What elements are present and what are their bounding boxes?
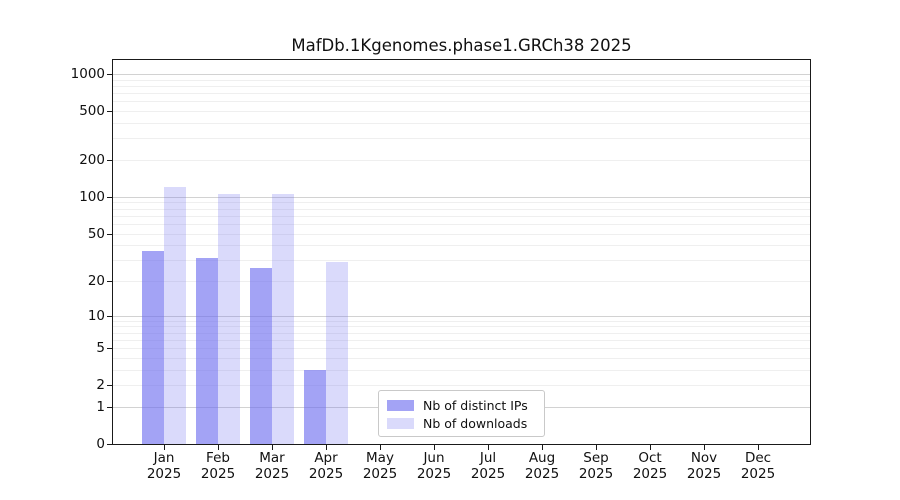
major-gridline	[113, 74, 810, 75]
legend: Nb of distinct IPs Nb of downloads	[378, 390, 545, 437]
x-tick-mark	[704, 445, 705, 450]
x-axis-tick-label: Feb 2025	[200, 450, 236, 482]
y-tick-mark	[107, 406, 112, 408]
major-gridline	[113, 196, 810, 198]
x-axis-tick-label: Sep 2025	[578, 450, 614, 482]
y-axis-tick-label: 500	[79, 103, 105, 120]
minor-gridline	[113, 320, 810, 322]
minor-gridline	[113, 160, 810, 161]
x-tick-mark	[380, 445, 381, 450]
bar-nb-of-distinct-ips-mar	[250, 267, 272, 444]
y-tick-mark	[107, 196, 112, 198]
y-tick-mark	[107, 160, 112, 161]
x-tick-mark	[164, 445, 165, 450]
y-axis-tick-label: 2	[96, 377, 105, 394]
x-tick-mark	[758, 445, 759, 450]
y-axis-tick-label: 20	[87, 273, 105, 289]
y-axis-tick-label: 100	[79, 188, 105, 205]
minor-gridline	[113, 93, 810, 95]
minor-gridline	[113, 385, 810, 387]
minor-gridline	[113, 233, 810, 235]
y-axis-tick-label: 0	[96, 436, 105, 452]
x-axis-tick-label: Jul 2025	[470, 450, 506, 482]
minor-gridline	[113, 123, 810, 124]
x-axis-tick-label: Nov 2025	[686, 450, 722, 482]
y-axis-tick-label: 50	[87, 225, 105, 242]
x-axis-tick-label: Jun 2025	[416, 450, 452, 482]
y-tick-mark	[107, 315, 112, 317]
minor-gridline	[113, 281, 810, 282]
minor-gridline	[113, 339, 810, 341]
y-axis-tick-label: 10	[87, 307, 105, 324]
x-tick-mark	[326, 445, 327, 450]
legend-row-2: Nb of downloads	[387, 414, 536, 432]
bar-nb-of-distinct-ips-apr	[304, 369, 326, 444]
minor-gridline	[113, 208, 810, 210]
x-tick-mark	[596, 445, 597, 450]
x-tick-mark	[488, 445, 489, 450]
legend-row-1: Nb of distinct IPs	[387, 396, 536, 414]
y-axis-tick-label: 200	[79, 152, 105, 168]
x-axis-tick-label: Apr 2025	[308, 450, 344, 482]
x-axis-tick-label: Mar 2025	[254, 450, 290, 482]
y-axis-tick-label: 1	[96, 398, 105, 415]
x-tick-mark	[542, 445, 543, 450]
bar-nb-of-distinct-ips-feb	[196, 258, 218, 444]
y-axis-tick-label: 1000	[70, 66, 105, 82]
x-axis-tick-label: Oct 2025	[632, 450, 668, 482]
y-axis-tick-label: 5	[96, 340, 105, 357]
y-tick-mark	[107, 111, 112, 113]
y-tick-mark	[107, 233, 112, 235]
y-tick-mark	[107, 348, 112, 350]
plot-area	[112, 59, 811, 445]
minor-gridline	[113, 348, 810, 350]
bar-nb-of-downloads-feb	[218, 194, 240, 444]
minor-gridline	[113, 245, 810, 247]
minor-gridline	[113, 79, 810, 81]
x-tick-mark	[434, 445, 435, 450]
major-gridline	[113, 315, 810, 317]
x-axis-tick-label: May 2025	[362, 450, 398, 482]
y-tick-mark	[107, 74, 112, 75]
minor-gridline	[113, 223, 810, 225]
minor-gridline	[113, 332, 810, 334]
x-axis-tick-label: Aug 2025	[524, 450, 560, 482]
x-axis-tick-label: Jan 2025	[146, 450, 182, 482]
bar-nb-of-downloads-apr	[326, 261, 348, 444]
minor-gridline	[113, 369, 810, 371]
bar-nb-of-downloads-mar	[272, 193, 294, 444]
y-tick-mark	[107, 385, 112, 387]
x-axis-tick-label: Dec 2025	[740, 450, 776, 482]
minor-gridline	[113, 260, 810, 262]
x-tick-mark	[650, 445, 651, 450]
minor-gridline	[113, 215, 810, 217]
bar-nb-of-downloads-jan	[164, 186, 186, 444]
legend-label-2: Nb of downloads	[423, 415, 528, 431]
legend-swatch-1	[387, 399, 414, 411]
minor-gridline	[113, 101, 810, 103]
minor-gridline	[113, 202, 810, 204]
minor-gridline	[113, 357, 810, 359]
chart-title: MafDb.1Kgenomes.phase1.GRCh38 2025	[291, 36, 632, 55]
y-tick-mark	[107, 444, 112, 445]
minor-gridline	[113, 138, 810, 140]
bar-nb-of-distinct-ips-jan	[142, 250, 164, 444]
legend-label-1: Nb of distinct IPs	[423, 397, 528, 413]
minor-gridline	[113, 326, 810, 328]
x-tick-mark	[272, 445, 273, 450]
minor-gridline	[113, 86, 810, 87]
minor-gridline	[113, 111, 810, 113]
legend-swatch-2	[387, 417, 414, 429]
y-tick-mark	[107, 281, 112, 282]
x-tick-mark	[218, 445, 219, 450]
